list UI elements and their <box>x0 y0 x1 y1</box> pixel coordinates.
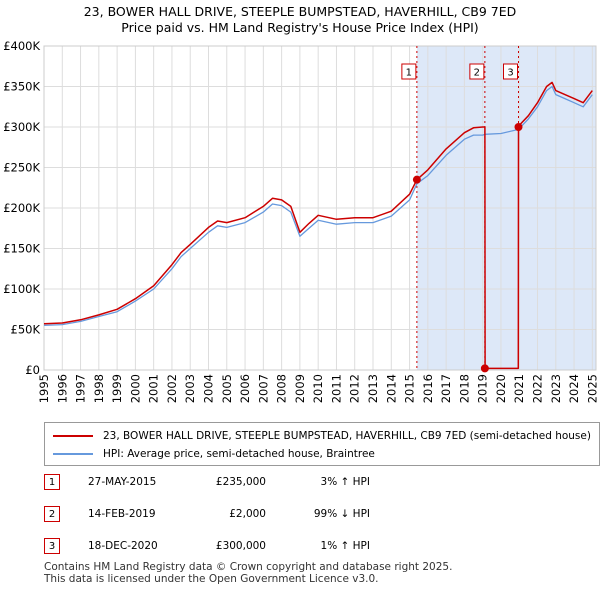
x-tick-label: 2025 <box>585 374 599 403</box>
x-tick-label: 1995 <box>37 374 51 403</box>
x-tick-label: 2016 <box>421 374 435 403</box>
x-tick-label: 2013 <box>366 374 380 403</box>
x-tick-label: 2006 <box>238 374 252 403</box>
chart-title-subtitle: Price paid vs. HM Land Registry's House … <box>121 20 479 35</box>
x-tick-label: 2022 <box>531 374 545 403</box>
legend-swatch-price <box>53 435 93 437</box>
legend-item-hpi: HPI: Average price, semi-detached house,… <box>53 446 375 462</box>
x-tick-label: 2009 <box>293 374 307 403</box>
legend-item-price: 23, BOWER HALL DRIVE, STEEPLE BUMPSTEAD,… <box>53 428 591 444</box>
y-tick-label: £200K <box>3 201 40 215</box>
x-tick-label: 1998 <box>92 374 106 403</box>
x-tick-label: 2017 <box>439 374 453 403</box>
y-tick-label: £100K <box>3 282 40 296</box>
sale-marker-box <box>503 63 519 80</box>
x-tick-label: 2000 <box>128 374 142 403</box>
x-tick-label: 2021 <box>512 374 526 403</box>
footer-licence: This data is licensed under the Open Gov… <box>44 573 379 585</box>
sale-badge-2: 2 <box>44 506 60 522</box>
x-tick-label: 2004 <box>202 374 216 403</box>
y-tick-label: £350K <box>3 80 40 94</box>
legend-label-hpi: HPI: Average price, semi-detached house,… <box>103 448 375 460</box>
sale-marker-label: 2 <box>474 68 480 79</box>
sale-date: 27-MAY-2015 <box>88 476 157 488</box>
x-tick-label: 2002 <box>165 374 179 403</box>
plot-border <box>43 45 597 371</box>
y-tick-label: £0 <box>25 363 40 377</box>
hpi-line <box>43 85 593 327</box>
x-tick-label: 2010 <box>311 374 325 403</box>
sale-row-3: 3 18-DEC-2020 £300,000 1% ↑ HPI <box>44 538 564 556</box>
chart-legend: 23, BOWER HALL DRIVE, STEEPLE BUMPSTEAD,… <box>44 422 600 466</box>
sale-marker-label: 1 <box>406 68 412 79</box>
x-tick-label: 2019 <box>476 374 490 403</box>
x-tick-label: 2024 <box>567 374 581 403</box>
sale-marker-label: 3 <box>507 68 513 79</box>
x-tick-label: 1997 <box>74 374 88 403</box>
x-tick-label: 2011 <box>329 374 343 403</box>
x-tick-label: 2001 <box>147 374 161 403</box>
sale-date: 18-DEC-2020 <box>88 540 158 552</box>
y-tick-label: £400K <box>3 39 40 53</box>
y-tick-label: £150K <box>3 242 40 256</box>
x-tick-label: 2007 <box>256 374 270 403</box>
y-tick-label: £50K <box>11 323 41 337</box>
x-tick-label: 1999 <box>110 374 124 403</box>
sale-hpi: 3% ↑ HPI <box>320 476 370 488</box>
sale-point <box>514 123 523 131</box>
x-tick-label: 2023 <box>549 374 563 403</box>
x-tick-label: 2012 <box>348 374 362 403</box>
sale-point <box>412 175 421 184</box>
sale-row-1: 1 27-MAY-2015 £235,000 3% ↑ HPI <box>44 474 564 492</box>
x-tick-label: 2003 <box>183 374 197 403</box>
footer-copyright: Contains HM Land Registry data © Crown c… <box>44 561 453 573</box>
x-tick-label: 1996 <box>55 374 69 403</box>
sale-row-2: 2 14-FEB-2019 £2,000 99% ↓ HPI <box>44 506 564 524</box>
sale-price: £2,000 <box>229 508 266 520</box>
legend-label-price: 23, BOWER HALL DRIVE, STEEPLE BUMPSTEAD,… <box>103 430 591 442</box>
x-tick-label: 2015 <box>403 374 417 403</box>
sale-badge-1: 1 <box>44 474 60 490</box>
legend-swatch-hpi <box>53 453 93 455</box>
x-tick-label: 2020 <box>494 374 508 403</box>
sale-price: £300,000 <box>215 540 266 552</box>
x-tick-label: 2014 <box>384 374 398 403</box>
sale-point <box>480 364 489 373</box>
sale-hpi: 1% ↑ HPI <box>320 540 370 552</box>
x-tick-label: 2005 <box>220 374 234 403</box>
sale-hpi: 99% ↓ HPI <box>313 508 370 520</box>
sale-badge-3: 3 <box>44 538 60 554</box>
y-tick-label: £250K <box>3 161 40 175</box>
sale-marker-box <box>469 63 485 80</box>
x-tick-label: 2008 <box>275 374 289 403</box>
sale-price: £235,000 <box>215 476 266 488</box>
y-tick-label: £300K <box>3 120 40 134</box>
sale-marker-box <box>401 63 417 80</box>
chart-title-address: 23, BOWER HALL DRIVE, STEEPLE BUMPSTEAD,… <box>83 4 517 19</box>
x-tick-label: 2018 <box>457 374 471 403</box>
price-chart: 1 2 3 £0 £50K £100K £150K £200K £250K £300K £350K £… <box>3 39 599 403</box>
sale-date: 14-FEB-2019 <box>88 508 156 520</box>
price-line <box>43 81 593 370</box>
